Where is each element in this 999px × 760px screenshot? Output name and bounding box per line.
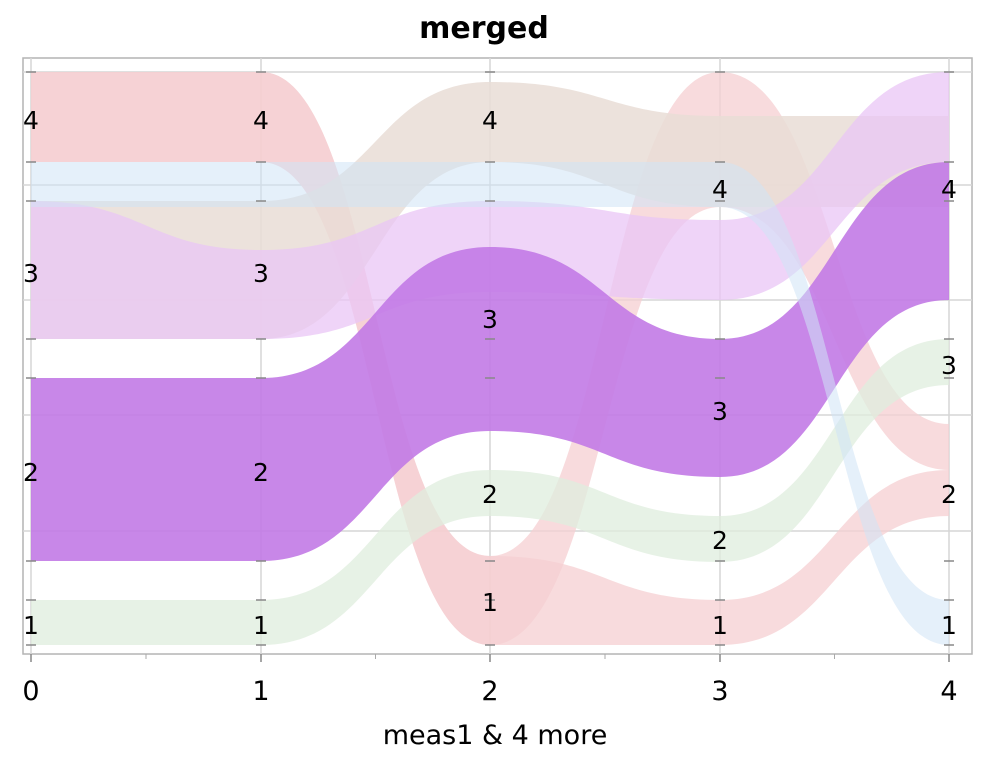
node-label-1-3: 3 <box>253 259 269 288</box>
node-label-1-4: 4 <box>253 106 269 135</box>
x-tick-label: 3 <box>711 676 728 707</box>
node-label-4-3: 3 <box>941 351 957 380</box>
plot-frame <box>22 57 973 655</box>
flow-ribbon-2 <box>31 72 949 645</box>
node-label-3-2: 2 <box>712 526 728 555</box>
node-label-2-2: 2 <box>482 480 498 509</box>
chart-title: merged <box>419 11 549 46</box>
flow-ribbon-6 <box>31 339 949 645</box>
node-label-3-3: 3 <box>712 397 728 426</box>
node-label-4-4: 4 <box>941 175 957 204</box>
x-axis: 0 1 2 3 4 <box>22 654 958 707</box>
node-label-4-2: 2 <box>941 480 957 509</box>
node-label-0-1: 1 <box>23 611 39 640</box>
node-label-0-3: 3 <box>23 259 39 288</box>
x-tick-label: 1 <box>252 676 269 707</box>
node-labels: 4 3 2 1 4 3 2 1 4 3 2 1 4 3 2 1 4 3 2 1 <box>23 106 957 640</box>
node-label-1-1: 1 <box>253 611 269 640</box>
x-tick-label: 4 <box>940 676 957 707</box>
flow-ribbons <box>31 72 949 645</box>
node-label-3-1: 1 <box>712 611 728 640</box>
node-label-3-4: 4 <box>712 175 728 204</box>
x-axis-label: meas1 & 4 more <box>383 720 608 751</box>
node-label-2-1: 1 <box>482 588 498 617</box>
node-label-4-1: 1 <box>941 611 957 640</box>
node-label-1-2: 2 <box>253 458 269 487</box>
flow-ribbon-5 <box>31 162 949 561</box>
node-label-2-3: 3 <box>482 305 498 334</box>
x-tick-label: 2 <box>481 676 498 707</box>
axis-ticks <box>26 71 954 646</box>
node-label-0-2: 2 <box>23 458 39 487</box>
node-label-0-4: 4 <box>23 106 39 135</box>
x-tick-label: 0 <box>22 676 39 707</box>
node-label-2-4: 4 <box>482 106 498 135</box>
